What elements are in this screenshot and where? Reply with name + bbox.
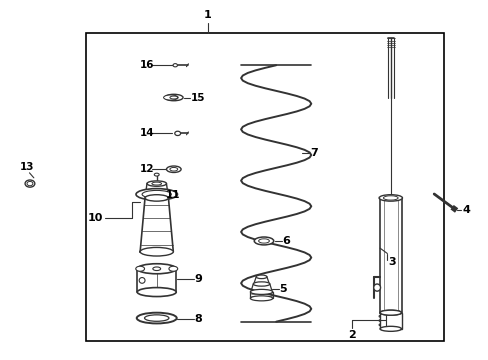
Ellipse shape — [174, 131, 180, 135]
Text: 2: 2 — [347, 329, 355, 339]
Ellipse shape — [173, 64, 177, 67]
Ellipse shape — [169, 167, 177, 171]
Text: 1: 1 — [203, 10, 211, 21]
Text: 7: 7 — [310, 148, 317, 158]
Ellipse shape — [253, 282, 269, 286]
Text: 14: 14 — [140, 129, 154, 138]
Ellipse shape — [169, 96, 177, 99]
Text: 10: 10 — [87, 213, 103, 222]
Text: 6: 6 — [282, 236, 290, 246]
Ellipse shape — [152, 182, 161, 185]
Ellipse shape — [379, 326, 401, 331]
Text: 3: 3 — [387, 257, 395, 267]
Ellipse shape — [27, 181, 33, 186]
Ellipse shape — [147, 181, 166, 186]
Ellipse shape — [137, 264, 176, 274]
Ellipse shape — [154, 173, 159, 176]
Ellipse shape — [254, 237, 273, 245]
Ellipse shape — [373, 284, 380, 291]
Text: 11: 11 — [165, 190, 180, 200]
Bar — [86, 33, 444, 341]
Text: 8: 8 — [194, 314, 202, 324]
Bar — [379, 198, 401, 313]
Bar — [379, 313, 401, 329]
Ellipse shape — [136, 266, 144, 271]
Ellipse shape — [383, 196, 397, 200]
Text: 12: 12 — [140, 164, 154, 174]
Text: 16: 16 — [140, 60, 154, 70]
Ellipse shape — [250, 289, 272, 294]
Ellipse shape — [137, 313, 176, 323]
Ellipse shape — [144, 315, 168, 321]
Ellipse shape — [168, 266, 177, 271]
Ellipse shape — [164, 94, 183, 101]
Text: 13: 13 — [20, 162, 35, 172]
Ellipse shape — [256, 275, 266, 279]
Ellipse shape — [250, 296, 272, 301]
Ellipse shape — [136, 189, 177, 200]
Ellipse shape — [379, 310, 401, 315]
Text: 15: 15 — [190, 93, 205, 103]
Text: 4: 4 — [462, 206, 470, 216]
Ellipse shape — [163, 95, 178, 100]
Ellipse shape — [140, 247, 173, 256]
Ellipse shape — [153, 267, 160, 271]
Ellipse shape — [166, 166, 181, 172]
Ellipse shape — [258, 239, 269, 243]
Ellipse shape — [378, 195, 402, 201]
Ellipse shape — [25, 180, 35, 187]
Text: 5: 5 — [279, 284, 286, 294]
Ellipse shape — [142, 190, 171, 198]
Ellipse shape — [139, 278, 145, 283]
Ellipse shape — [137, 288, 176, 297]
Ellipse shape — [379, 310, 401, 315]
Polygon shape — [140, 198, 173, 252]
Ellipse shape — [145, 195, 168, 201]
Text: 9: 9 — [194, 274, 202, 284]
